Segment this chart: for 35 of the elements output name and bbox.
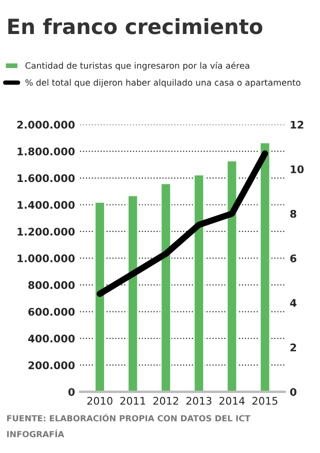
y-tick-label: 2.000.000 xyxy=(17,120,75,129)
y-tick-label: 200.000 xyxy=(28,361,75,370)
source-note: FUENTE: ELABORACIÓN PROPIA CON DATOS DEL ICT xyxy=(7,414,250,422)
y2-tick-label: 2 xyxy=(290,344,296,352)
legend-label: Cantidad de turistas que ingresaron por la vía aérea xyxy=(25,62,250,70)
y2-tick-label: 4 xyxy=(290,299,296,307)
x-tick-label: 2012 xyxy=(153,396,178,405)
y2-tick-label: 12 xyxy=(290,120,304,129)
x-tick-label: 2014 xyxy=(219,396,245,405)
bar xyxy=(193,174,205,392)
y-tick-label: 400.000 xyxy=(28,334,75,342)
y-tick-label: 0 xyxy=(68,388,75,396)
chart-title: En franco crecimiento xyxy=(8,18,262,34)
bar xyxy=(259,142,271,392)
y-tick-label: 1.400.000 xyxy=(18,200,75,209)
y-tick-label: 800.000 xyxy=(28,281,75,290)
bar xyxy=(226,160,238,392)
x-tick-label: 2015 xyxy=(252,396,278,405)
y2-tick-label: 6 xyxy=(290,254,296,262)
x-tick-label: 2011 xyxy=(120,396,146,405)
legend-label: % del total que dijeron haber alquilado una casa o apartamento xyxy=(25,79,300,88)
bar xyxy=(160,182,172,392)
x-tick-label: 2010 xyxy=(87,396,112,405)
y2-tick-label: 8 xyxy=(290,210,296,218)
y2-tick-label: 10 xyxy=(290,165,304,174)
text: INFOGRAFÍA xyxy=(7,429,64,438)
bar xyxy=(127,194,138,392)
y-tick-label: 1.200.000 xyxy=(18,228,75,236)
y-tick-label: 600.000 xyxy=(28,308,75,316)
y-tick-label: 1.600.000 xyxy=(18,174,75,182)
x-tick-label: 2013 xyxy=(186,396,212,405)
bar xyxy=(94,201,106,392)
y-tick-label: 1.000.000 xyxy=(18,254,75,262)
y-tick-label: 1.800.000 xyxy=(18,148,75,156)
y2-tick-label: 0 xyxy=(290,388,296,396)
